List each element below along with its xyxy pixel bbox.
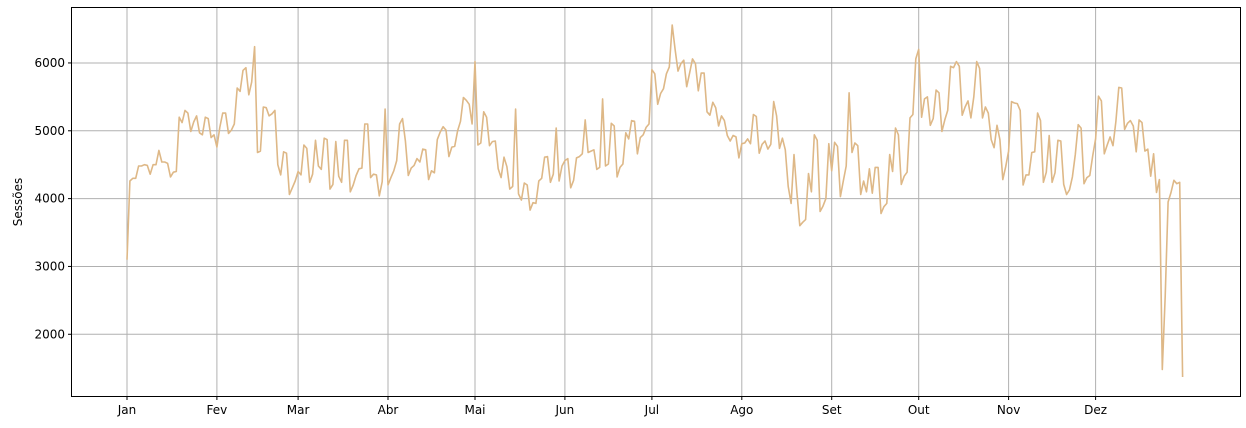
x-tick-label: Mai <box>464 403 485 417</box>
series-layer <box>126 24 1184 378</box>
x-tick-label: Nov <box>997 403 1020 417</box>
x-tick-label: Jun <box>555 403 575 417</box>
x-tick-label: Out <box>908 403 930 417</box>
y-tick-label: 6000 <box>34 56 65 70</box>
grid <box>72 8 1240 396</box>
y-tick-label: 3000 <box>34 259 65 273</box>
x-tick-label: Dez <box>1084 403 1107 417</box>
plot-frame <box>71 7 1241 397</box>
x-tick-label: Jan <box>117 403 137 417</box>
y-tick-label: 5000 <box>34 124 65 138</box>
y-axis-label: Sessões <box>11 178 25 226</box>
x-tick-label: Ago <box>730 403 753 417</box>
y-tick-label: 2000 <box>34 327 65 341</box>
x-tick-label: Jul <box>644 403 659 417</box>
x-tick-label: Fev <box>207 403 228 417</box>
y-axis-ticks: 2000 3000 4000 5000 6000 <box>34 56 72 341</box>
x-tick-label: Set <box>822 403 842 417</box>
series-line-sessoes <box>126 24 1184 378</box>
x-axis-ticks: Jan Fev Mar Abr Mai Jun Jul Ago Set Out Nov Dez <box>117 396 1107 417</box>
y-tick-label: 4000 <box>34 192 65 206</box>
x-tick-label: Mar <box>287 403 310 417</box>
x-tick-label: Abr <box>378 403 399 417</box>
